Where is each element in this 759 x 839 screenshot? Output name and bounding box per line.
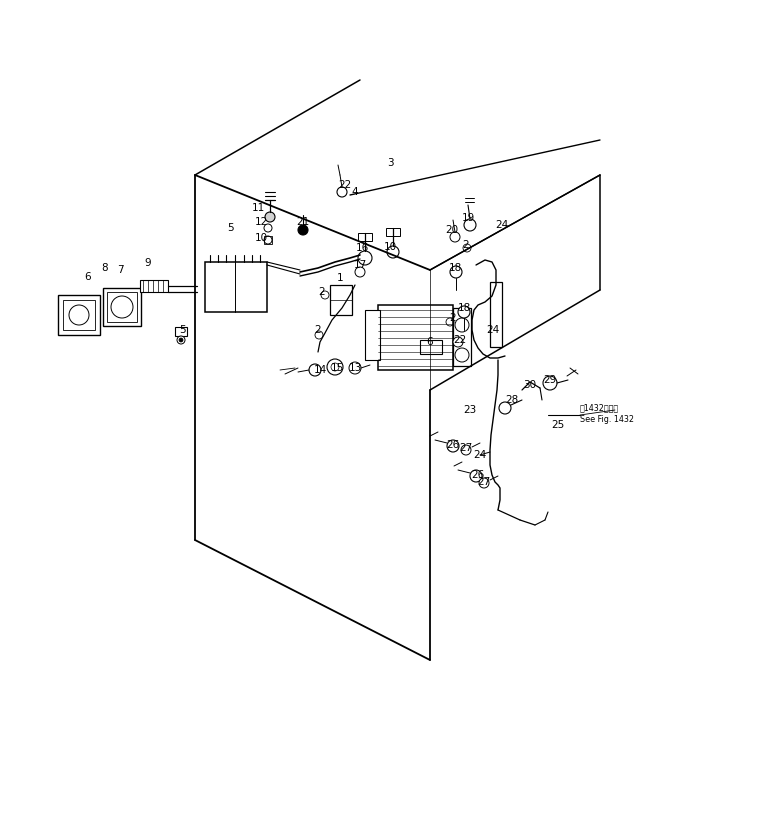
Text: 5: 5 (227, 223, 233, 233)
Circle shape (358, 251, 372, 265)
Text: 22: 22 (453, 335, 467, 345)
Bar (140, 280, 168, 292)
Text: 24: 24 (474, 450, 487, 460)
Bar (378, 305, 453, 370)
Bar (365, 310, 380, 360)
Text: 7: 7 (117, 265, 123, 275)
Text: 15: 15 (330, 363, 344, 373)
Text: 6: 6 (85, 272, 91, 282)
Text: 1: 1 (337, 273, 343, 283)
Circle shape (464, 219, 476, 231)
Circle shape (264, 236, 272, 244)
Text: 18: 18 (449, 263, 461, 273)
Circle shape (463, 244, 471, 252)
Bar (386, 228, 400, 236)
Text: 24: 24 (496, 220, 509, 230)
Text: 25: 25 (551, 420, 565, 430)
Bar (63, 300, 95, 330)
Text: 5: 5 (180, 325, 186, 335)
Text: 27: 27 (477, 477, 490, 487)
Bar (58, 295, 100, 335)
Circle shape (447, 440, 459, 452)
Circle shape (337, 187, 347, 197)
Bar (107, 292, 137, 322)
Bar (490, 282, 502, 347)
Text: 第1432図参照: 第1432図参照 (580, 404, 619, 413)
Circle shape (470, 470, 482, 482)
Circle shape (479, 478, 489, 488)
Circle shape (177, 336, 185, 344)
Circle shape (315, 331, 323, 339)
Text: 20: 20 (446, 225, 458, 235)
Text: 2: 2 (449, 313, 456, 323)
Text: 26: 26 (446, 440, 460, 450)
Text: 9: 9 (145, 258, 151, 268)
Circle shape (298, 225, 308, 235)
Circle shape (499, 402, 511, 414)
Circle shape (321, 291, 329, 299)
Text: 10: 10 (383, 242, 396, 252)
Circle shape (543, 376, 557, 390)
Circle shape (450, 232, 460, 242)
Circle shape (387, 246, 399, 258)
Text: 30: 30 (524, 380, 537, 390)
Circle shape (453, 337, 463, 347)
Text: 19: 19 (461, 213, 474, 223)
Text: 11: 11 (251, 203, 265, 213)
Text: 12: 12 (254, 217, 268, 227)
Text: 10: 10 (254, 233, 268, 243)
Text: 14: 14 (313, 365, 326, 375)
Text: 26: 26 (471, 470, 485, 480)
Text: 4: 4 (351, 187, 358, 197)
Text: 18: 18 (458, 303, 471, 313)
Text: 28: 28 (505, 395, 518, 405)
Bar (264, 236, 272, 244)
Bar (103, 288, 141, 326)
Bar (358, 233, 372, 241)
Circle shape (309, 364, 321, 376)
Text: 17: 17 (354, 260, 367, 270)
Text: 29: 29 (543, 375, 556, 385)
Bar (205, 262, 267, 312)
Text: 23: 23 (464, 405, 477, 415)
Bar (330, 285, 352, 315)
Text: 3: 3 (386, 158, 393, 168)
Circle shape (461, 445, 471, 455)
Circle shape (458, 306, 470, 318)
Text: 6: 6 (427, 337, 433, 347)
Bar (420, 340, 442, 354)
Text: 2: 2 (319, 287, 326, 297)
Text: 13: 13 (348, 363, 361, 373)
Text: 8: 8 (102, 263, 109, 273)
Text: 22: 22 (339, 180, 351, 190)
Text: 2: 2 (463, 240, 469, 250)
Text: 21: 21 (296, 217, 310, 227)
Circle shape (327, 359, 343, 375)
Text: 16: 16 (355, 243, 369, 253)
Text: See Fig. 1432: See Fig. 1432 (580, 415, 634, 425)
Text: 24: 24 (487, 325, 499, 335)
Circle shape (264, 224, 272, 232)
Circle shape (179, 338, 183, 342)
Bar (175, 327, 187, 336)
Bar (453, 308, 471, 366)
Circle shape (450, 266, 462, 278)
Text: 27: 27 (459, 443, 473, 453)
Circle shape (265, 212, 275, 222)
Text: 2: 2 (315, 325, 321, 335)
Circle shape (349, 362, 361, 374)
